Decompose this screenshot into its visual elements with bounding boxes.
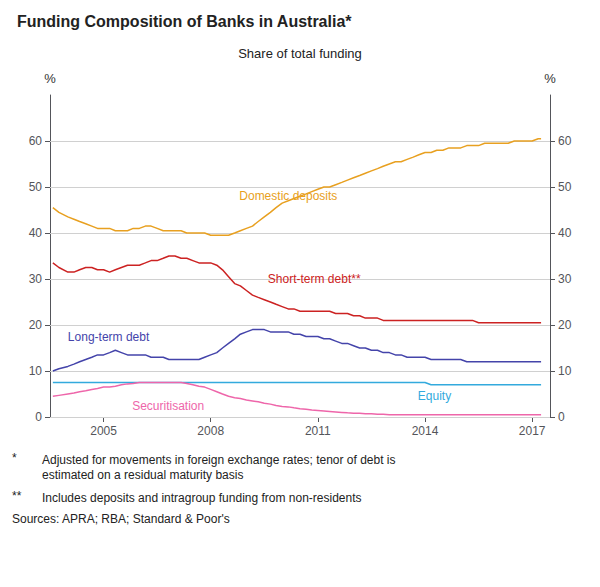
svg-text:30: 30 [558,272,572,286]
svg-text:2014: 2014 [412,424,439,438]
svg-text:**: ** [12,489,22,503]
svg-text:Short-term debt**: Short-term debt** [268,272,361,286]
svg-text:Share of total funding: Share of total funding [238,46,362,61]
svg-text:10: 10 [29,364,43,378]
svg-text:Includes deposits and intragro: Includes deposits and intragroup funding… [42,491,362,505]
svg-text:10: 10 [558,364,572,378]
svg-text:%: % [44,71,56,86]
svg-text:40: 40 [29,226,43,240]
svg-text:60: 60 [29,134,43,148]
svg-text:Long-term debt: Long-term debt [68,330,150,344]
svg-text:30: 30 [29,272,43,286]
svg-text:60: 60 [558,134,572,148]
svg-text:Adjusted for movements in fore: Adjusted for movements in foreign exchan… [42,453,396,467]
svg-text:Sources: APRA; RBA; Standard &: Sources: APRA; RBA; Standard & Poor's [12,512,230,526]
svg-text:0: 0 [558,410,565,424]
svg-text:Securitisation: Securitisation [132,399,204,413]
svg-text:2011: 2011 [305,424,331,438]
svg-text:estimated on a residual maturi: estimated on a residual maturity basis [42,468,243,482]
svg-text:50: 50 [29,180,43,194]
svg-text:Funding Composition of Banks i: Funding Composition of Banks in Australi… [17,13,352,30]
svg-text:Domestic deposits: Domestic deposits [239,189,337,203]
svg-text:*: * [12,451,17,465]
svg-text:2017: 2017 [519,424,546,438]
svg-text:2005: 2005 [90,424,117,438]
svg-text:0: 0 [35,410,42,424]
svg-text:Equity: Equity [418,389,451,403]
svg-text:20: 20 [29,318,43,332]
svg-text:%: % [544,71,556,86]
svg-text:20: 20 [558,318,572,332]
svg-text:50: 50 [558,180,572,194]
svg-text:40: 40 [558,226,572,240]
svg-text:2008: 2008 [197,424,224,438]
